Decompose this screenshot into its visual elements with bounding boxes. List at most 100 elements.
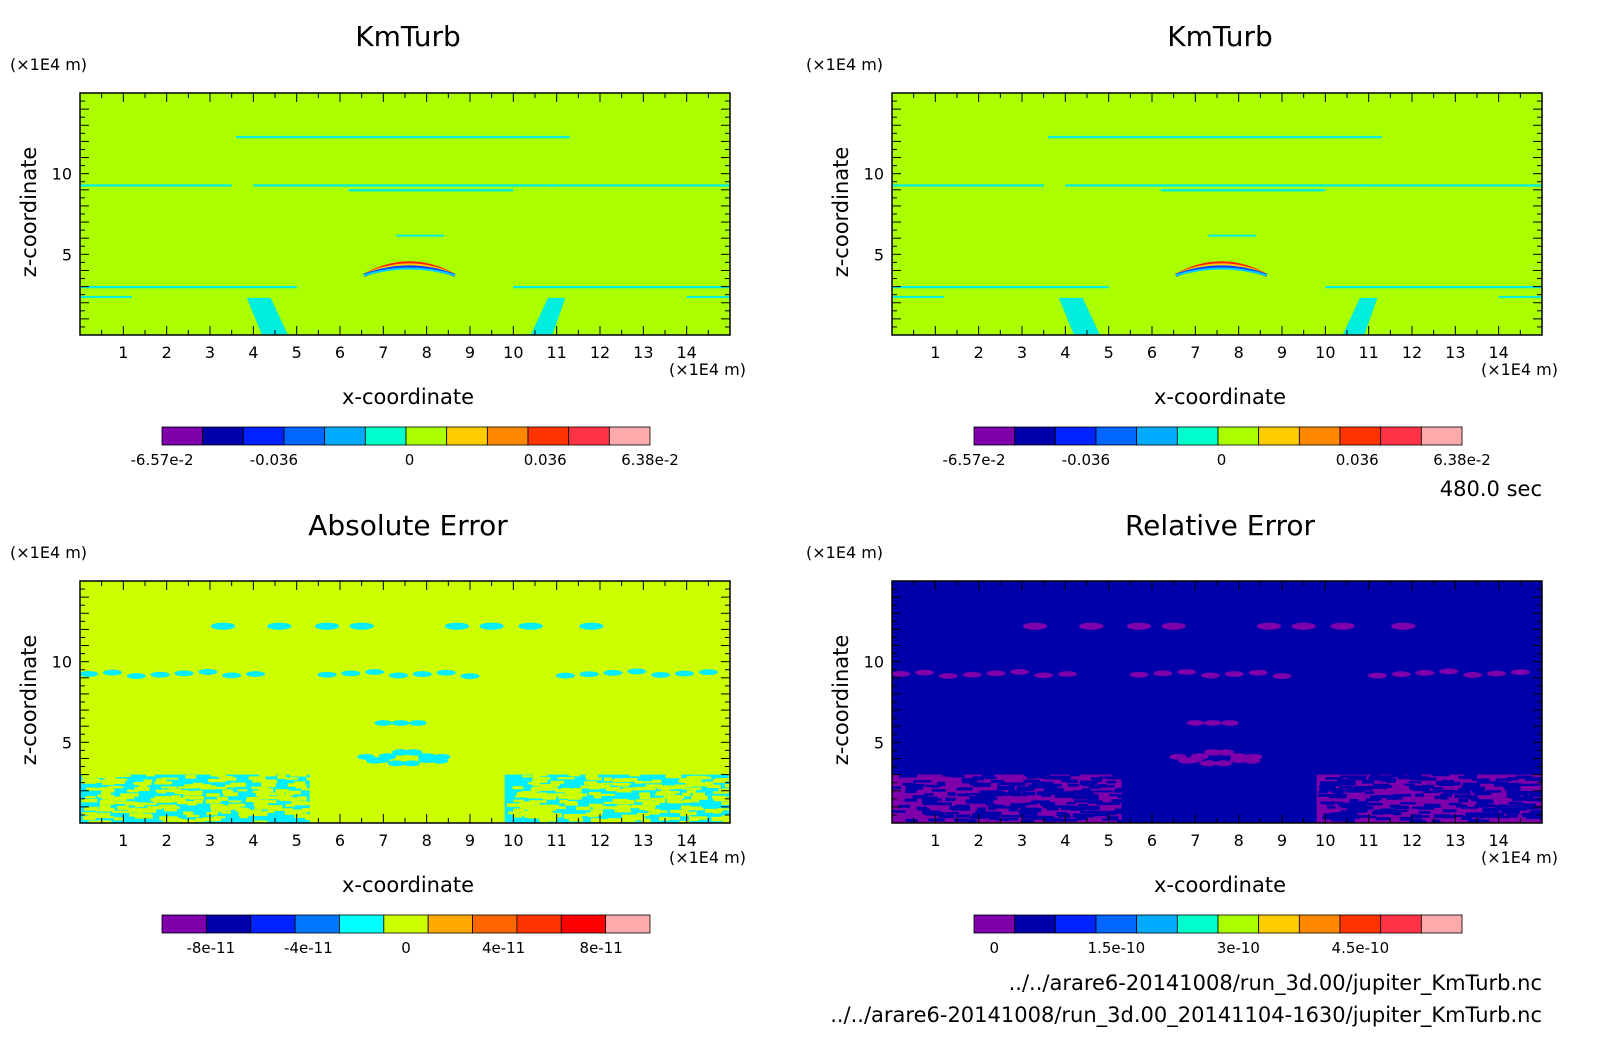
noise-gap [533, 809, 552, 813]
y-axis-label: z-coordinate [829, 635, 853, 766]
noise-gap [1071, 794, 1086, 799]
thin-layer [1065, 184, 1369, 187]
noise-gap [178, 786, 195, 789]
error-blob [1214, 760, 1233, 767]
noise-gap [1073, 796, 1091, 800]
noise-gap [1522, 794, 1533, 799]
noise-gap [996, 785, 1015, 791]
x-tick-label: 9 [1277, 831, 1287, 850]
error-blob [1169, 753, 1187, 760]
colorbar-cell [427, 914, 473, 934]
noise-gap [221, 810, 232, 814]
noise-gap [1539, 780, 1542, 783]
noise-gap [1410, 815, 1430, 818]
colorbar-cell [1258, 426, 1300, 446]
noise-gap [1504, 786, 1521, 791]
panel-title: Absolute Error [308, 509, 508, 542]
noise-gap [1471, 778, 1490, 781]
noise-gap [95, 809, 109, 812]
noise-gap [1476, 799, 1494, 804]
colorbar-cell [608, 426, 651, 446]
colorbar-label: 4e-11 [482, 939, 525, 957]
noise-gap [679, 820, 690, 823]
noise-gap [1117, 795, 1136, 799]
error-blob [245, 671, 266, 677]
noise-gap [593, 795, 602, 799]
noise-gap [973, 782, 991, 787]
x-tick-label: 4 [248, 343, 258, 362]
noise-gap [1340, 805, 1353, 809]
noise-gap [634, 786, 644, 791]
noise-gap [975, 810, 984, 814]
noise-gap [616, 788, 632, 793]
noise-gap [112, 810, 131, 813]
noise-gap [1511, 801, 1523, 805]
x-tick-label: 1 [118, 343, 128, 362]
noise-gap [174, 789, 188, 795]
noise-gap [213, 816, 226, 819]
noise-gap [293, 781, 306, 786]
noise-gap [1009, 783, 1025, 786]
error-blob [402, 760, 421, 767]
noise-gap [101, 786, 112, 790]
noise-gap [90, 787, 106, 791]
x-tick-label: 13 [633, 343, 653, 362]
y-tick-label: 10 [864, 165, 884, 184]
noise-gap [237, 789, 248, 792]
noise-gap [285, 777, 299, 780]
noise-gap [968, 819, 977, 823]
noise-gap [584, 781, 598, 786]
noise-gap [215, 807, 235, 810]
noise-gap [926, 811, 946, 816]
x-tick-label: 1 [930, 343, 940, 362]
error-blob [374, 720, 393, 726]
noise-gap [601, 782, 617, 785]
noise-gap [539, 817, 558, 822]
x-tick-label: 2 [162, 831, 172, 850]
noise-gap [1056, 811, 1067, 817]
colorbar-label: 0 [1217, 451, 1227, 469]
colorbar-cell [1136, 426, 1178, 446]
colorbar-label: -6.57e-2 [943, 451, 1006, 469]
noise-gap [1528, 792, 1542, 797]
noise-gap [228, 800, 242, 803]
noise-gap [1317, 791, 1328, 794]
noise-gap [637, 781, 655, 784]
noise-gap [722, 818, 730, 823]
noise-gap [1008, 808, 1018, 812]
colorbar-label: 4.5e-10 [1332, 939, 1390, 957]
error-blob [1126, 622, 1152, 630]
noise-gap [615, 799, 635, 805]
time-label: 480.0 sec [1440, 477, 1542, 501]
colorbar-cell [294, 914, 340, 934]
field-layer [80, 93, 730, 335]
noise-gap [1364, 791, 1375, 794]
noise-gap [287, 783, 296, 787]
noise-gap [639, 792, 651, 797]
noise-gap [1345, 788, 1362, 793]
noise-gap [1365, 798, 1380, 802]
noise-gap [576, 806, 591, 811]
noise-gap [1095, 790, 1113, 793]
noise-gap [100, 795, 115, 799]
noise-gap [1075, 815, 1087, 821]
x-tick-label: 3 [1017, 831, 1027, 850]
noise-gap [128, 807, 138, 812]
noise-gap [680, 805, 691, 810]
noise-gap [1413, 787, 1430, 792]
noise-gap [1509, 794, 1521, 799]
colorbar-cell [1339, 914, 1382, 934]
noise-gap [1346, 781, 1356, 786]
noise-gap [1525, 815, 1542, 819]
noise-gap [1322, 816, 1338, 820]
error-blob [1291, 622, 1316, 630]
noise-gap [1448, 802, 1462, 806]
noise-gap [295, 784, 307, 789]
y-unit-label: (×1E4 m) [10, 55, 87, 74]
x-tick-label: 8 [422, 343, 432, 362]
noise-gap [921, 796, 938, 801]
noise-gap [512, 786, 524, 790]
colorbar-label: 0 [401, 939, 411, 957]
